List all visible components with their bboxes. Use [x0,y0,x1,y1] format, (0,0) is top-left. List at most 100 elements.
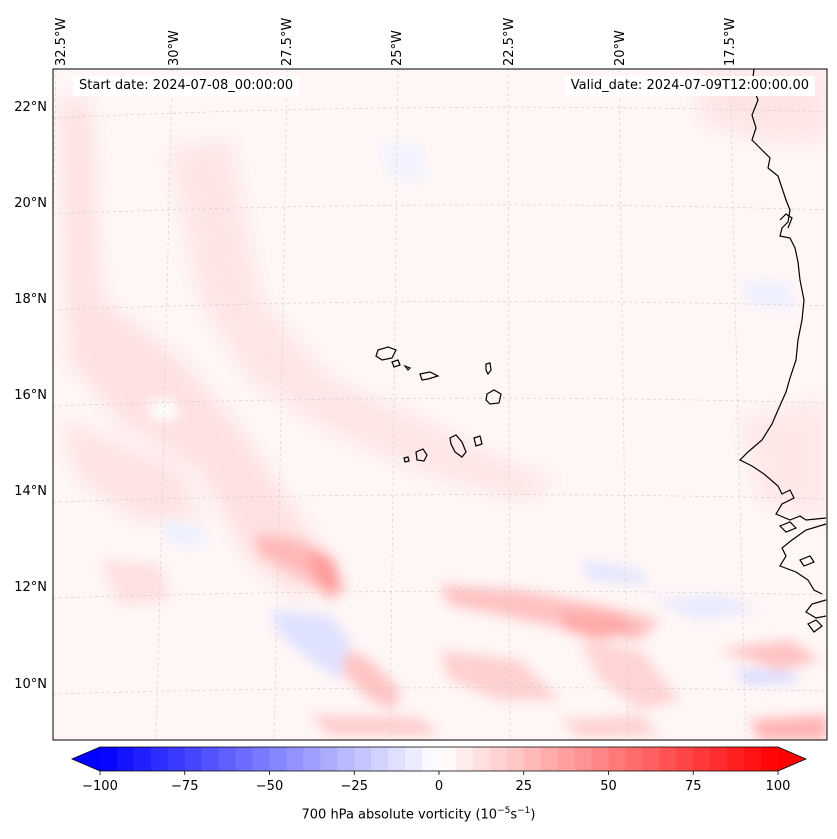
island-santiago [449,434,467,458]
colorbar-tick-label: −75 [171,779,198,794]
colorbar-swatch [303,747,321,771]
colorbar-swatch [337,747,355,771]
colorbar-tick-label: 25 [515,779,532,794]
colorbar-swatch [472,747,491,771]
colorbar-label-suffix: ) [530,807,536,823]
lon-label: 27.5°W [280,18,295,66]
africa-coastline [738,69,827,619]
colorbar-tick-label: −50 [256,779,283,794]
colorbar-swatch [506,747,525,771]
colorbar-swatch [523,747,542,771]
latitude-labels: 22°N 20°N 18°N 16°N 14°N 12°N 10°N [14,100,47,692]
colorbar-extend-max [778,747,806,771]
parallel-22n [53,106,827,119]
parallel-14n [53,494,827,503]
longitude-labels: 32.5°W 30°W 27.5°W 25°W 22.5°W 20°W 17.5… [54,18,738,66]
colorbar-label-exponent-2: −1 [517,806,531,816]
colorbar-swatch [761,747,779,771]
colorbar-label-exponent-1: −5 [497,806,511,816]
colorbar-tick-label: −100 [82,779,118,794]
colorbar-tick-label: 50 [600,779,617,794]
island-sao-nicolau [419,371,440,381]
colorbar-swatches [72,747,806,771]
colorbar-swatch [388,747,406,771]
lat-label: 14°N [14,484,47,499]
lat-label: 12°N [14,580,47,595]
colorbar-swatch [557,747,576,771]
colorbar-swatch [608,747,627,771]
colorbar-swatch [150,747,169,771]
colorbar-swatch [252,747,271,771]
colorbar-swatch [693,747,711,771]
lat-label: 18°N [14,292,47,307]
colorbar-swatch [540,747,559,771]
colorbar-label: 700 hPa absolute vorticity (10−5s−1) [0,806,837,822]
colorbar-swatch [354,747,372,771]
colorbar-swatch [727,747,745,771]
colorbar-swatch [744,747,762,771]
colorbar-swatch [218,747,237,771]
colorbar-swatch [286,747,304,771]
island-fogo [415,448,428,462]
island-brava [403,456,410,463]
island-sal [485,362,492,376]
lon-label: 17.5°W [723,18,738,66]
lat-label: 22°N [14,100,47,115]
colorbar-swatch [184,747,203,771]
lat-label: 10°N [14,677,47,692]
lat-label: 16°N [14,388,47,403]
vorticity-field [60,70,827,740]
colorbar-label-prefix: 700 hPa absolute vorticity (10 [301,807,498,823]
colorbar-swatch [642,747,660,771]
lon-label: 25°W [390,30,405,66]
colorbar-swatch [439,747,457,771]
parallel-18n [53,301,827,311]
colorbar-swatch [201,747,220,771]
africa-coast-detail [778,213,823,633]
lon-label: 20°W [613,30,628,66]
island-maio [473,435,483,447]
island-boa-vista [485,389,502,405]
colorbar-swatch [591,747,610,771]
colorbar: −100 −75 −50 −25 0 25 50 75 100 [70,746,808,794]
parallel-12n [53,590,827,599]
parallel-16n [53,397,827,407]
colorbar-swatch [133,747,152,771]
parallel-20n [53,204,827,215]
colorbar-tick-label: 100 [766,779,791,794]
lat-label: 20°N [14,196,47,211]
colorbar-swatch [100,747,118,771]
parallel-10n [53,687,827,695]
colorbar-swatch [676,747,694,771]
colorbar-swatch [710,747,728,771]
colorbar-swatch [422,747,440,771]
colorbar-swatch [235,747,254,771]
colorbar-ticks: −100 −75 −50 −25 0 25 50 75 100 [82,771,790,794]
colorbar-swatch [455,747,474,771]
lon-label: 30°W [167,30,182,66]
island-santa-luzia [403,364,412,371]
colorbar-tick-label: 0 [435,779,443,794]
colorbar-swatch [320,747,338,771]
colorbar-extend-min [72,747,100,771]
colorbar-swatch [371,747,389,771]
colorbar-swatch [625,747,643,771]
map-frame [52,68,828,741]
colorbar-tick-label: −25 [341,779,368,794]
coastlines [375,69,827,633]
lon-label: 22.5°W [502,18,517,66]
colorbar-swatch [405,747,423,771]
island-santo-antao [375,346,397,361]
colorbar-swatch [269,747,288,771]
colorbar-swatch [116,747,135,771]
colorbar-swatch [574,747,593,771]
island-sao-vicente [391,359,401,368]
colorbar-swatch [659,747,677,771]
colorbar-label-unit: s [510,807,518,823]
colorbar-swatch [167,747,186,771]
map-panel [53,69,827,740]
start-date-label: Start date: 2024-07-08_00:00:00 [73,76,300,96]
colorbar-tick-label: 75 [685,779,702,794]
graticule [53,69,827,740]
